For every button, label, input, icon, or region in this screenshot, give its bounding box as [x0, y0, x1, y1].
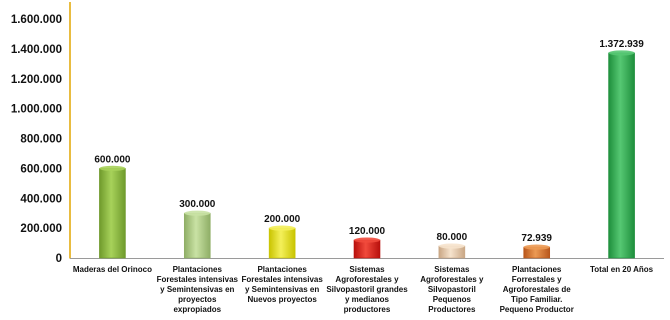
category-label: Sistemas Agroforestales y Silvopastoril …: [326, 265, 408, 314]
y-tick-label: 800.000: [20, 134, 62, 146]
bar: [99, 168, 126, 259]
y-tick-label: 1.400.000: [11, 44, 62, 56]
category-label: Total en 20 Años: [590, 265, 654, 274]
category-label: Plantaciones Forestales intensivas y Sem…: [241, 265, 323, 304]
data-label: 72.939: [521, 233, 552, 244]
category-label: Maderas del Orinoco: [72, 265, 152, 274]
bar-cap: [608, 50, 635, 56]
bar-cap: [99, 165, 126, 171]
data-label: 120.000: [349, 226, 386, 237]
bar-cap: [438, 243, 465, 249]
bar: [608, 52, 635, 259]
data-label: 200.000: [264, 214, 301, 225]
bar: [268, 227, 296, 259]
y-tick-label: 1.600.000: [11, 14, 62, 26]
category-label: Plantaciones Forrestales y Agroforestale…: [499, 265, 574, 314]
category-label: Sistemas Agroforestales y Silvopastoril …: [420, 265, 484, 314]
data-label: 80.000: [437, 232, 468, 243]
y-tick-label: 1.000.000: [11, 104, 62, 116]
y-tick-label: 200.000: [20, 223, 62, 235]
data-label: 600.000: [94, 154, 131, 165]
bar-cap: [269, 225, 296, 231]
data-label: 300.000: [179, 199, 216, 210]
bar: [183, 212, 211, 259]
bar-cap: [184, 210, 211, 216]
bar: [353, 239, 381, 259]
y-tick-label: 600.000: [20, 163, 62, 175]
data-label: 1.372.939: [599, 39, 644, 50]
y-tick-label: 0: [56, 253, 62, 265]
bar-cap: [523, 244, 550, 250]
bar-cap: [354, 237, 380, 243]
y-tick-label: 400.000: [20, 193, 62, 205]
y-tick-label: 1.200.000: [11, 74, 62, 86]
category-label: Plantaciones Forestales intensivas y Sem…: [156, 265, 238, 314]
